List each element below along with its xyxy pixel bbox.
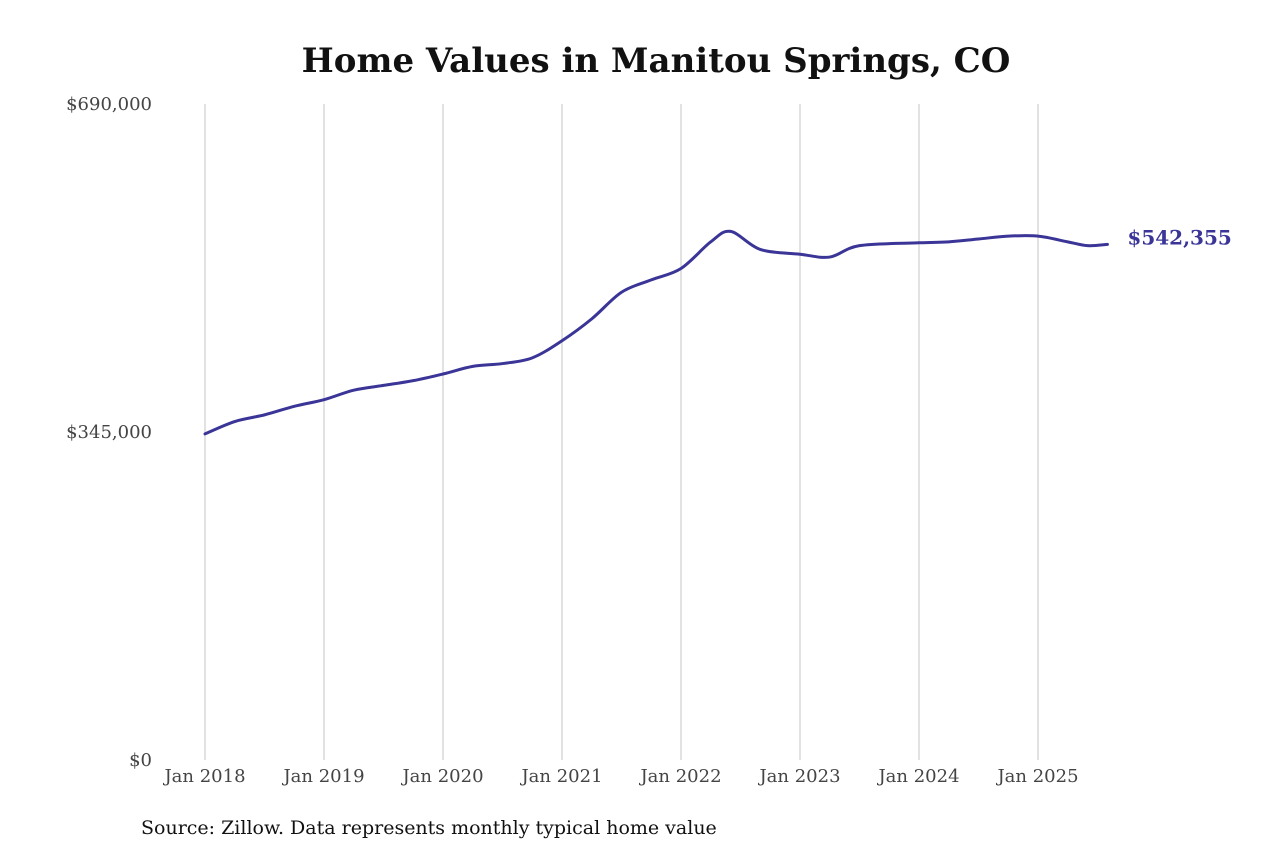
x-tick-label: Jan 2020 — [400, 766, 483, 787]
y-tick-label: $690,000 — [66, 94, 152, 115]
x-tick-label: Jan 2022 — [638, 766, 721, 787]
x-tick-label: Jan 2018 — [162, 766, 245, 787]
x-axis-ticks: Jan 2018 Jan 2019 Jan 2020 Jan 2021 Jan 2022… — [162, 766, 1078, 787]
x-tick-label: Jan 2023 — [757, 766, 840, 787]
y-tick-label: $0 — [129, 750, 152, 771]
gridlines — [204, 104, 1039, 760]
x-tick-label: Jan 2024 — [876, 766, 959, 787]
series-line — [203, 229, 1109, 436]
series-layer — [203, 229, 1109, 436]
chart-title: Home Values in Manitou Springs, CO — [302, 41, 1011, 81]
end-value-label: $542,355 — [1127, 225, 1231, 249]
x-tick-label: Jan 2025 — [995, 766, 1078, 787]
y-axis-ticks: $0 $345,000 $690,000 — [66, 94, 152, 771]
source-note: Source: Zillow. Data represents monthly … — [141, 817, 717, 839]
y-tick-label: $345,000 — [66, 422, 152, 443]
x-tick-label: Jan 2021 — [519, 766, 602, 787]
x-tick-label: Jan 2019 — [281, 766, 364, 787]
